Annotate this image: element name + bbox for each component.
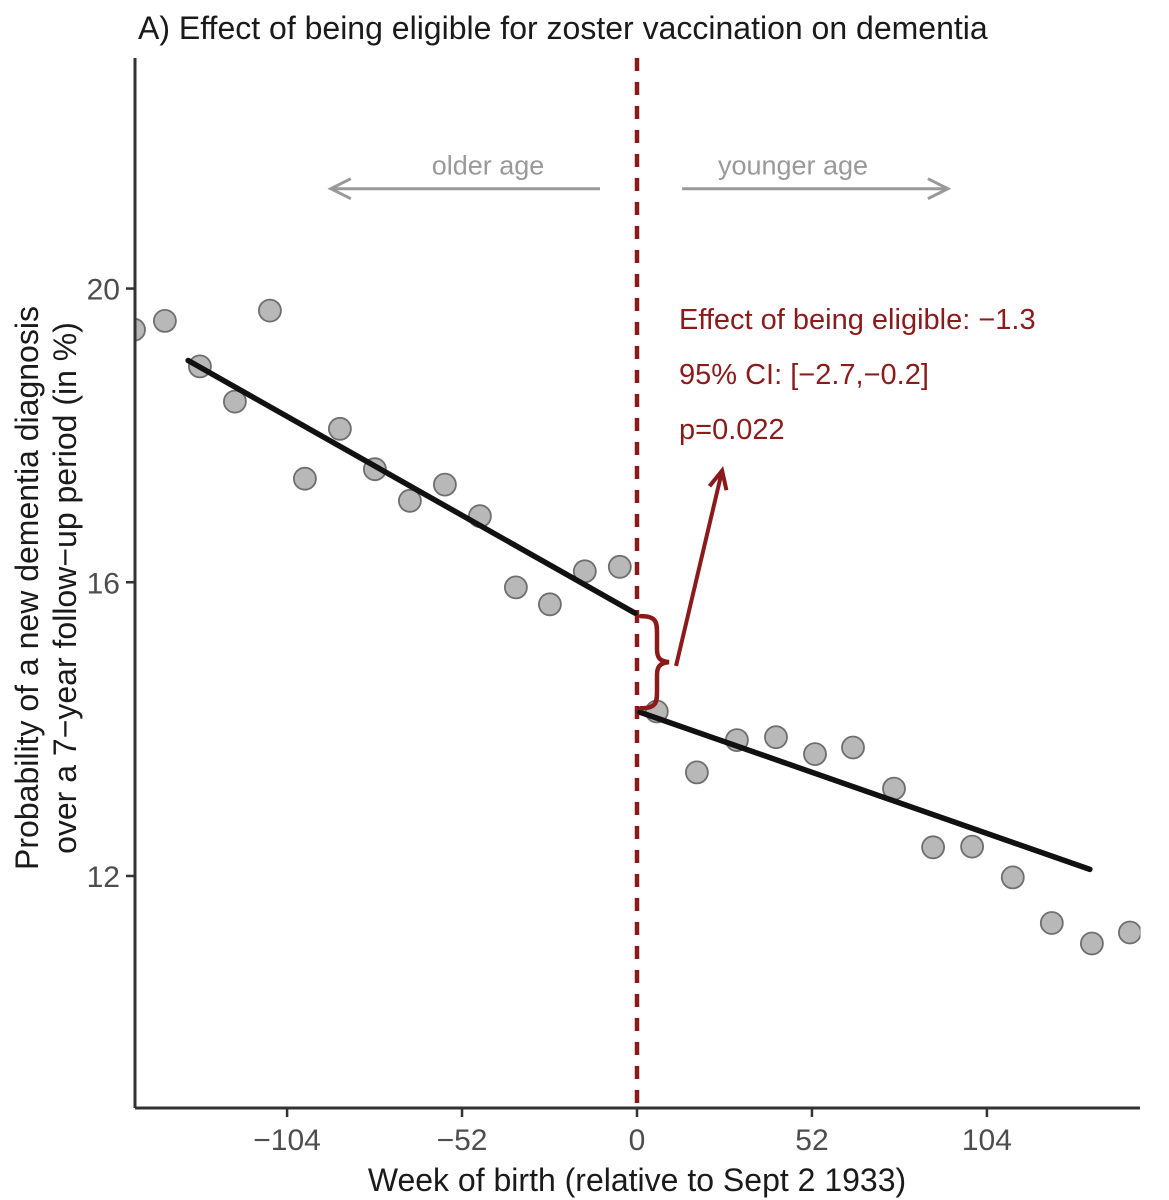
younger-age-label: younger age bbox=[717, 150, 869, 181]
discontinuity-brace bbox=[638, 613, 670, 711]
effect-annotation-line2: 95% CI: [−2.7,−0.2] bbox=[679, 359, 929, 391]
effect-annotation: Effect of being eligible: −1.3 95% CI: [… bbox=[679, 293, 1036, 458]
effect-annotation-line1: Effect of being eligible: −1.3 bbox=[679, 304, 1036, 336]
annotation-arrowhead bbox=[707, 466, 729, 491]
data-point bbox=[1080, 931, 1104, 956]
data-point bbox=[1039, 911, 1064, 935]
data-point bbox=[685, 760, 709, 785]
x-axis-label: Week of birth (relative to Sept 2 1933) bbox=[367, 1162, 907, 1198]
fit-line-left bbox=[185, 357, 638, 616]
x-tick-label: 0 bbox=[629, 1124, 646, 1157]
data-point bbox=[1000, 865, 1025, 890]
y-tick-label: 12 bbox=[87, 861, 120, 894]
y-tick-label: 16 bbox=[87, 567, 120, 600]
data-point bbox=[960, 834, 984, 859]
annotation-arrow bbox=[674, 470, 725, 667]
y-axis-label-line1: Probability of a new dementia diagnosis bbox=[9, 306, 45, 870]
data-point bbox=[432, 472, 457, 497]
older-age-label: older age bbox=[431, 150, 545, 181]
data-point bbox=[327, 416, 352, 441]
x-tick-label: 104 bbox=[962, 1124, 1012, 1157]
fit-line-right bbox=[637, 709, 1093, 873]
data-point bbox=[222, 389, 247, 414]
y-axis-label-line2: over a 7−year follow−up period (in %) bbox=[47, 322, 83, 854]
data-point bbox=[292, 466, 317, 491]
data-point bbox=[257, 298, 282, 323]
older-age-arrowhead bbox=[327, 177, 352, 201]
x-tick-label: −52 bbox=[437, 1124, 488, 1157]
data-point bbox=[135, 317, 146, 342]
data-point bbox=[803, 742, 827, 766]
data-point bbox=[397, 488, 422, 513]
data-point bbox=[921, 835, 945, 860]
younger-age-arrowhead bbox=[927, 177, 952, 201]
x-tick-label: 52 bbox=[795, 1124, 828, 1157]
effect-annotation-line3: p=0.022 bbox=[679, 414, 785, 446]
data-point bbox=[1118, 920, 1141, 945]
figure-title: A) Effect of being eligible for zoster v… bbox=[138, 10, 988, 46]
data-point bbox=[841, 735, 865, 760]
y-tick-label: 20 bbox=[87, 274, 120, 307]
data-point bbox=[504, 575, 528, 600]
data-point bbox=[152, 308, 177, 333]
y-axis-label: Probability of a new dementia diagnosis … bbox=[8, 306, 84, 870]
data-point bbox=[764, 725, 788, 750]
x-tick-label: −104 bbox=[253, 1124, 321, 1157]
data-point bbox=[607, 554, 632, 579]
data-point bbox=[538, 592, 562, 617]
